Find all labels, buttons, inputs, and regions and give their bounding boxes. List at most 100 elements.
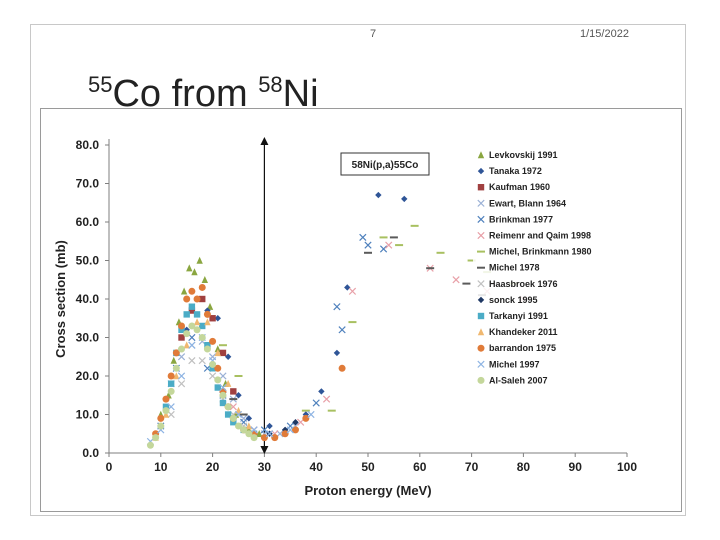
- data-point-series-14: [188, 322, 196, 330]
- data-point-series-11: [224, 379, 232, 387]
- data-point-series-10: [219, 399, 227, 407]
- y-tick-label: 40.0: [76, 292, 100, 306]
- legend-label: Michel 1997: [489, 359, 540, 369]
- y-tick-label: 30.0: [76, 331, 100, 345]
- data-point-series-14: [229, 414, 237, 422]
- data-point-series-0: [206, 302, 214, 310]
- legend-marker: [477, 151, 485, 159]
- legend-marker: [477, 360, 485, 368]
- data-point-series-10: [224, 411, 232, 418]
- data-point-series-14: [224, 403, 232, 411]
- data-point-series-12: [291, 426, 299, 434]
- data-point-series-2: [230, 388, 237, 395]
- data-point-series-1: [214, 315, 221, 322]
- legend-label: Al-Saleh 2007: [489, 375, 548, 385]
- y-tick-label: 50.0: [76, 254, 100, 268]
- data-point-series-10: [230, 419, 237, 426]
- data-point-series-5: [452, 276, 460, 284]
- data-point-series-0: [214, 345, 221, 353]
- data-point-series-14: [203, 345, 211, 353]
- data-point-series-10: [178, 326, 185, 333]
- cross-section-chart: 0.0 10.0 20.0 30.0 40.0 50.0 60.0 70.0 80.0 0 10 20…: [53, 137, 637, 498]
- data-point-series-5: [229, 403, 237, 411]
- data-point-series-0: [180, 287, 188, 295]
- data-point-series-12: [172, 349, 180, 357]
- legend-marker: [477, 215, 485, 224]
- legend-marker: [477, 344, 485, 352]
- data-point-series-1: [224, 353, 232, 360]
- data-point-series-1: [318, 388, 325, 395]
- data-point-series-4: [364, 241, 372, 249]
- legend-marker: [477, 296, 485, 304]
- data-point-series-10: [162, 403, 170, 410]
- data-point-series-10: [209, 365, 216, 372]
- legend-label: Levkovskij 1991: [489, 150, 558, 160]
- data-point-series-12: [198, 283, 206, 291]
- title-mass-number-target: 58: [258, 72, 283, 97]
- data-point-series-0: [201, 275, 209, 283]
- data-point-series-11: [245, 422, 253, 430]
- x-tick-label: 40: [310, 460, 324, 474]
- data-point-series-8: [198, 356, 206, 365]
- data-point-series-11: [214, 349, 221, 357]
- data-point-series-14: [167, 387, 175, 395]
- data-point-series-2: [199, 295, 206, 303]
- data-point-series-12: [157, 414, 165, 422]
- data-point-series-2: [219, 349, 227, 357]
- data-point-series-0: [191, 268, 198, 276]
- legend-label: Michel 1978: [489, 263, 540, 273]
- data-point-series-1: [344, 284, 351, 291]
- data-point-series-1: [245, 415, 253, 422]
- data-point-series-14: [209, 360, 217, 368]
- data-point-series-14: [146, 441, 154, 449]
- y-tick-label: 70.0: [76, 177, 100, 191]
- y-tick-label: 10.0: [76, 408, 100, 422]
- threshold-arrow-top: [260, 137, 269, 145]
- legend-label: Michel, Brinkmann 1980: [489, 247, 592, 257]
- y-tick-label: 20.0: [76, 369, 100, 383]
- legend-label: Tarkanyi 1991: [489, 311, 548, 321]
- x-axis-title: Proton energy (MeV): [304, 483, 431, 498]
- data-point-series-1: [401, 195, 408, 203]
- x-tick-label: 90: [569, 460, 583, 474]
- legend-label: barrandon 1975: [489, 343, 556, 353]
- data-point-series-14: [183, 330, 191, 338]
- data-point-series-12: [188, 287, 196, 295]
- legend-marker: [477, 312, 485, 320]
- legend-label: Ewart, Blann 1964: [489, 198, 566, 208]
- data-point-series-1: [235, 392, 242, 399]
- data-point-series-1: [266, 422, 273, 430]
- reaction-label-box: [340, 152, 430, 176]
- legend-label: Khandeker 2011: [489, 327, 558, 337]
- legend-label: sonck 1995: [489, 295, 538, 305]
- data-point-series-13: [219, 383, 227, 392]
- data-point-series-14: [198, 334, 206, 341]
- data-point-series-14: [172, 364, 180, 372]
- data-point-series-0: [186, 264, 193, 272]
- data-point-series-10: [188, 303, 196, 310]
- data-point-series-14: [162, 407, 170, 415]
- x-tick-label: 10: [154, 460, 168, 474]
- data-point-series-4: [312, 399, 320, 407]
- data-point-series-14: [245, 430, 253, 438]
- data-point-series-13: [286, 426, 294, 434]
- data-point-series-8: [177, 380, 186, 388]
- data-point-series-4: [338, 326, 346, 334]
- legend-marker: [477, 231, 485, 240]
- data-point-series-4: [260, 426, 269, 434]
- data-point-series-14: [219, 391, 227, 399]
- x-tick-label: 80: [517, 460, 531, 474]
- data-point-series-12: [271, 434, 279, 442]
- y-axis-title: Cross section (mb): [53, 240, 68, 358]
- data-point-series-13: [188, 341, 196, 349]
- data-point-series-14: [240, 426, 248, 434]
- data-point-series-13: [177, 372, 186, 380]
- data-point-series-5: [385, 241, 393, 249]
- data-point-series-11: [162, 410, 170, 418]
- data-point-series-12: [338, 364, 346, 372]
- data-point-series-10: [193, 311, 201, 318]
- data-point-series-0: [170, 356, 177, 364]
- data-point-series-14: [250, 434, 258, 442]
- data-point-series-10: [167, 380, 175, 387]
- title-mass-number-product: 55: [88, 72, 113, 97]
